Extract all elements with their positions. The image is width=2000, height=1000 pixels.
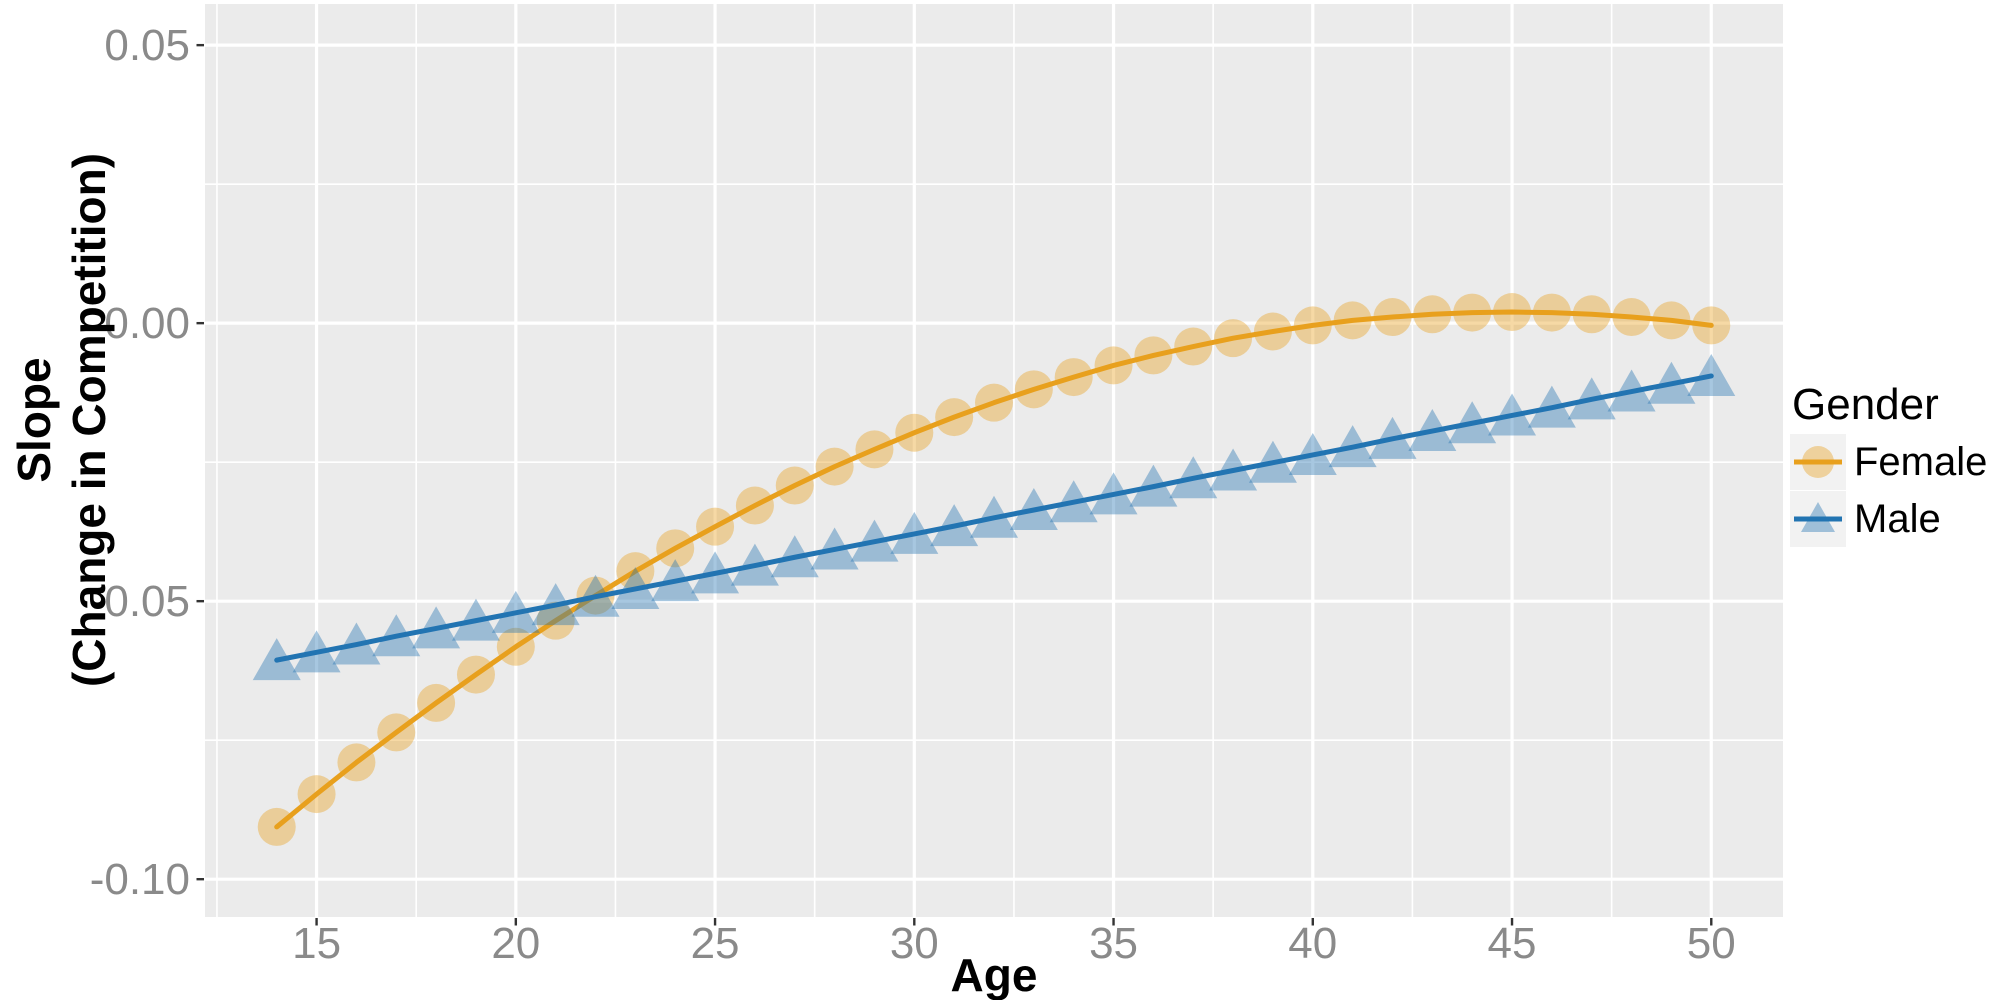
y-tick-label: 0.05 <box>104 21 190 70</box>
x-tick-label: 45 <box>1488 919 1537 968</box>
circle-marker-icon <box>1790 434 1846 490</box>
y-axis-title: Slope (Change in Competition) <box>7 0 117 920</box>
x-tick-label: 15 <box>292 919 341 968</box>
legend-item-female: Female <box>1790 434 2000 490</box>
x-axis-title: Age <box>950 949 1038 1000</box>
legend-label: Female <box>1854 439 1988 484</box>
female-series-line <box>274 309 1714 830</box>
y-tick-label: 0.00 <box>104 299 190 348</box>
legend-item-male: Male <box>1790 491 2000 547</box>
y-axis-title-line1: Slope <box>8 357 60 483</box>
y-tick-label: -0.10 <box>90 855 190 904</box>
panel-background <box>205 4 1783 917</box>
legend-items: Female Male <box>1790 434 2000 547</box>
x-tick-label: 40 <box>1288 919 1337 968</box>
legend-title: Gender <box>1792 380 1939 429</box>
x-tick-label: 25 <box>691 919 740 968</box>
y-axis-title-line2: (Change in Competition) <box>63 152 115 688</box>
x-tick-label: 35 <box>1089 919 1138 968</box>
x-tick-label: 30 <box>890 919 939 968</box>
male-series-line <box>274 373 1714 663</box>
x-tick-label: 50 <box>1687 919 1736 968</box>
legend-label: Male <box>1854 496 1941 541</box>
x-tick-label: 20 <box>491 919 540 968</box>
y-tick-label: -0.05 <box>90 577 190 626</box>
triangle-marker-icon <box>1790 491 1846 547</box>
legend: Gender Female Male <box>1790 382 2000 548</box>
